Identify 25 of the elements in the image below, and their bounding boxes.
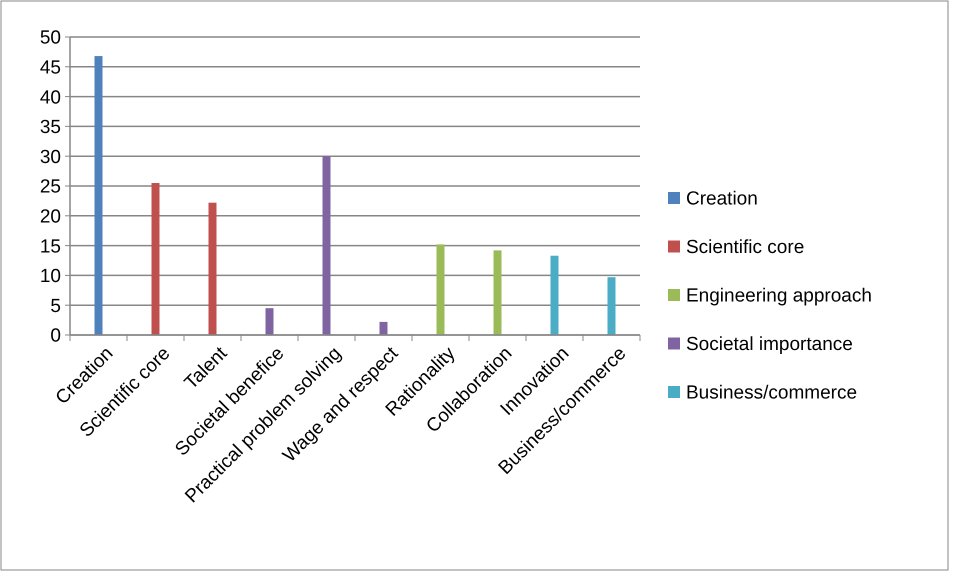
y-tick-label: 25: [40, 176, 61, 198]
y-tick-label: 30: [40, 146, 61, 168]
bar: [266, 308, 274, 335]
bar: [550, 256, 558, 335]
bar: [436, 244, 444, 335]
y-tick-label: 20: [40, 206, 61, 228]
bar: [494, 250, 502, 335]
y-tick-label: 5: [50, 296, 61, 317]
legend-label: Societal importance: [686, 334, 853, 356]
bar: [152, 183, 160, 335]
bar: [608, 277, 616, 335]
bar: [380, 322, 388, 335]
y-tick-label: 15: [40, 236, 61, 258]
y-tick-label: 10: [40, 266, 61, 288]
bar: [322, 156, 330, 335]
bar: [208, 202, 216, 335]
y-tick-label: 50: [40, 28, 61, 49]
bar: [94, 56, 102, 335]
y-tick-label: 45: [40, 57, 61, 78]
y-tick-label: 35: [40, 117, 61, 138]
y-tick-label: 0: [50, 326, 61, 347]
y-tick-label: 40: [40, 87, 61, 108]
legend-label: Engineering approach: [686, 286, 872, 307]
legend-label: Scientific core: [686, 237, 804, 258]
legend-label: Creation: [686, 188, 758, 210]
